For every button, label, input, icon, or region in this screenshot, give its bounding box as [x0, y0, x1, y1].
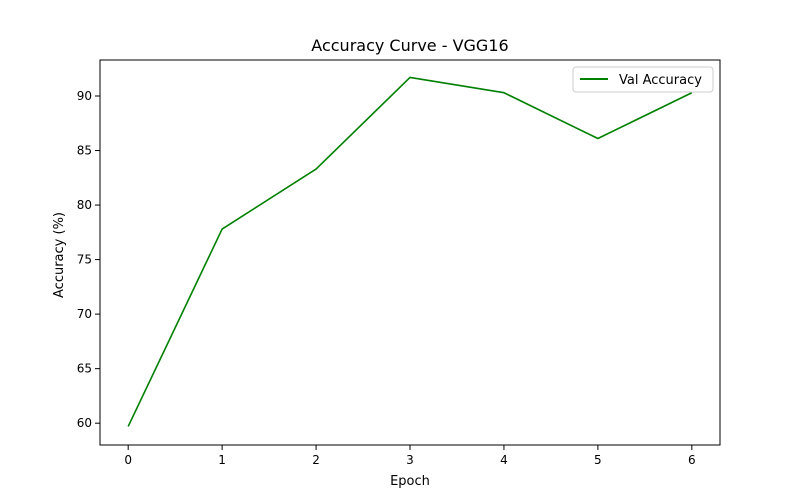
x-tick-label: 1: [218, 453, 226, 467]
x-tick-label: 2: [312, 453, 320, 467]
legend-box: [572, 66, 714, 93]
x-tick-label: 6: [688, 453, 696, 467]
series-line-val-accuracy: [127, 76, 693, 427]
y-tick-label: 75: [77, 253, 92, 267]
plot-frame: [99, 59, 721, 446]
y-axis-label: Accuracy (%): [52, 212, 67, 298]
legend: Val Accuracy: [572, 66, 714, 93]
y-tick-label: 70: [77, 307, 92, 321]
x-tick-label: 3: [406, 453, 414, 467]
x-axis-label: Epoch: [390, 474, 430, 489]
plot-area: 0 1 2 3 4 5 6 60 65 70 75 80 85 90: [77, 59, 721, 467]
legend-label-val-accuracy: Val Accuracy: [619, 73, 702, 88]
x-tick-label: 4: [500, 453, 508, 467]
y-tick-label: 65: [77, 362, 92, 376]
chart-title: Accuracy Curve - VGG16: [311, 36, 508, 55]
y-tick-label: 60: [77, 416, 92, 430]
y-tick-label: 85: [77, 144, 92, 158]
x-tick-label: 0: [124, 453, 132, 467]
x-tick-label: 5: [594, 453, 602, 467]
y-tick-label: 90: [77, 89, 92, 103]
y-tick-label: 80: [77, 198, 92, 212]
